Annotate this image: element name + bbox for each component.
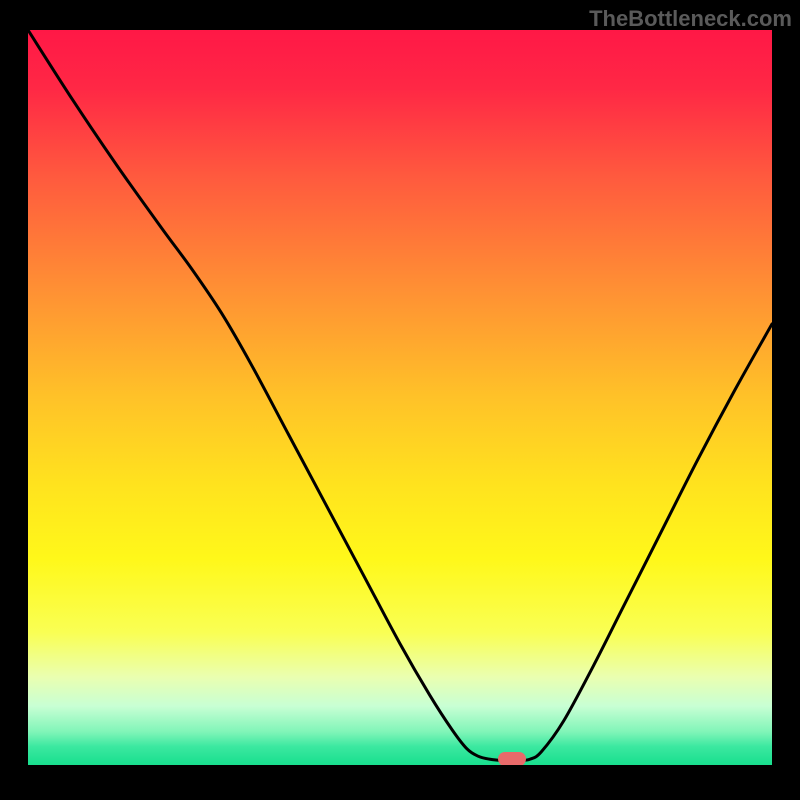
plot-area xyxy=(28,30,772,765)
optimal-marker xyxy=(498,752,526,765)
gradient-background xyxy=(28,30,772,765)
attribution-text: TheBottleneck.com xyxy=(589,6,792,32)
bottleneck-chart xyxy=(0,0,800,800)
